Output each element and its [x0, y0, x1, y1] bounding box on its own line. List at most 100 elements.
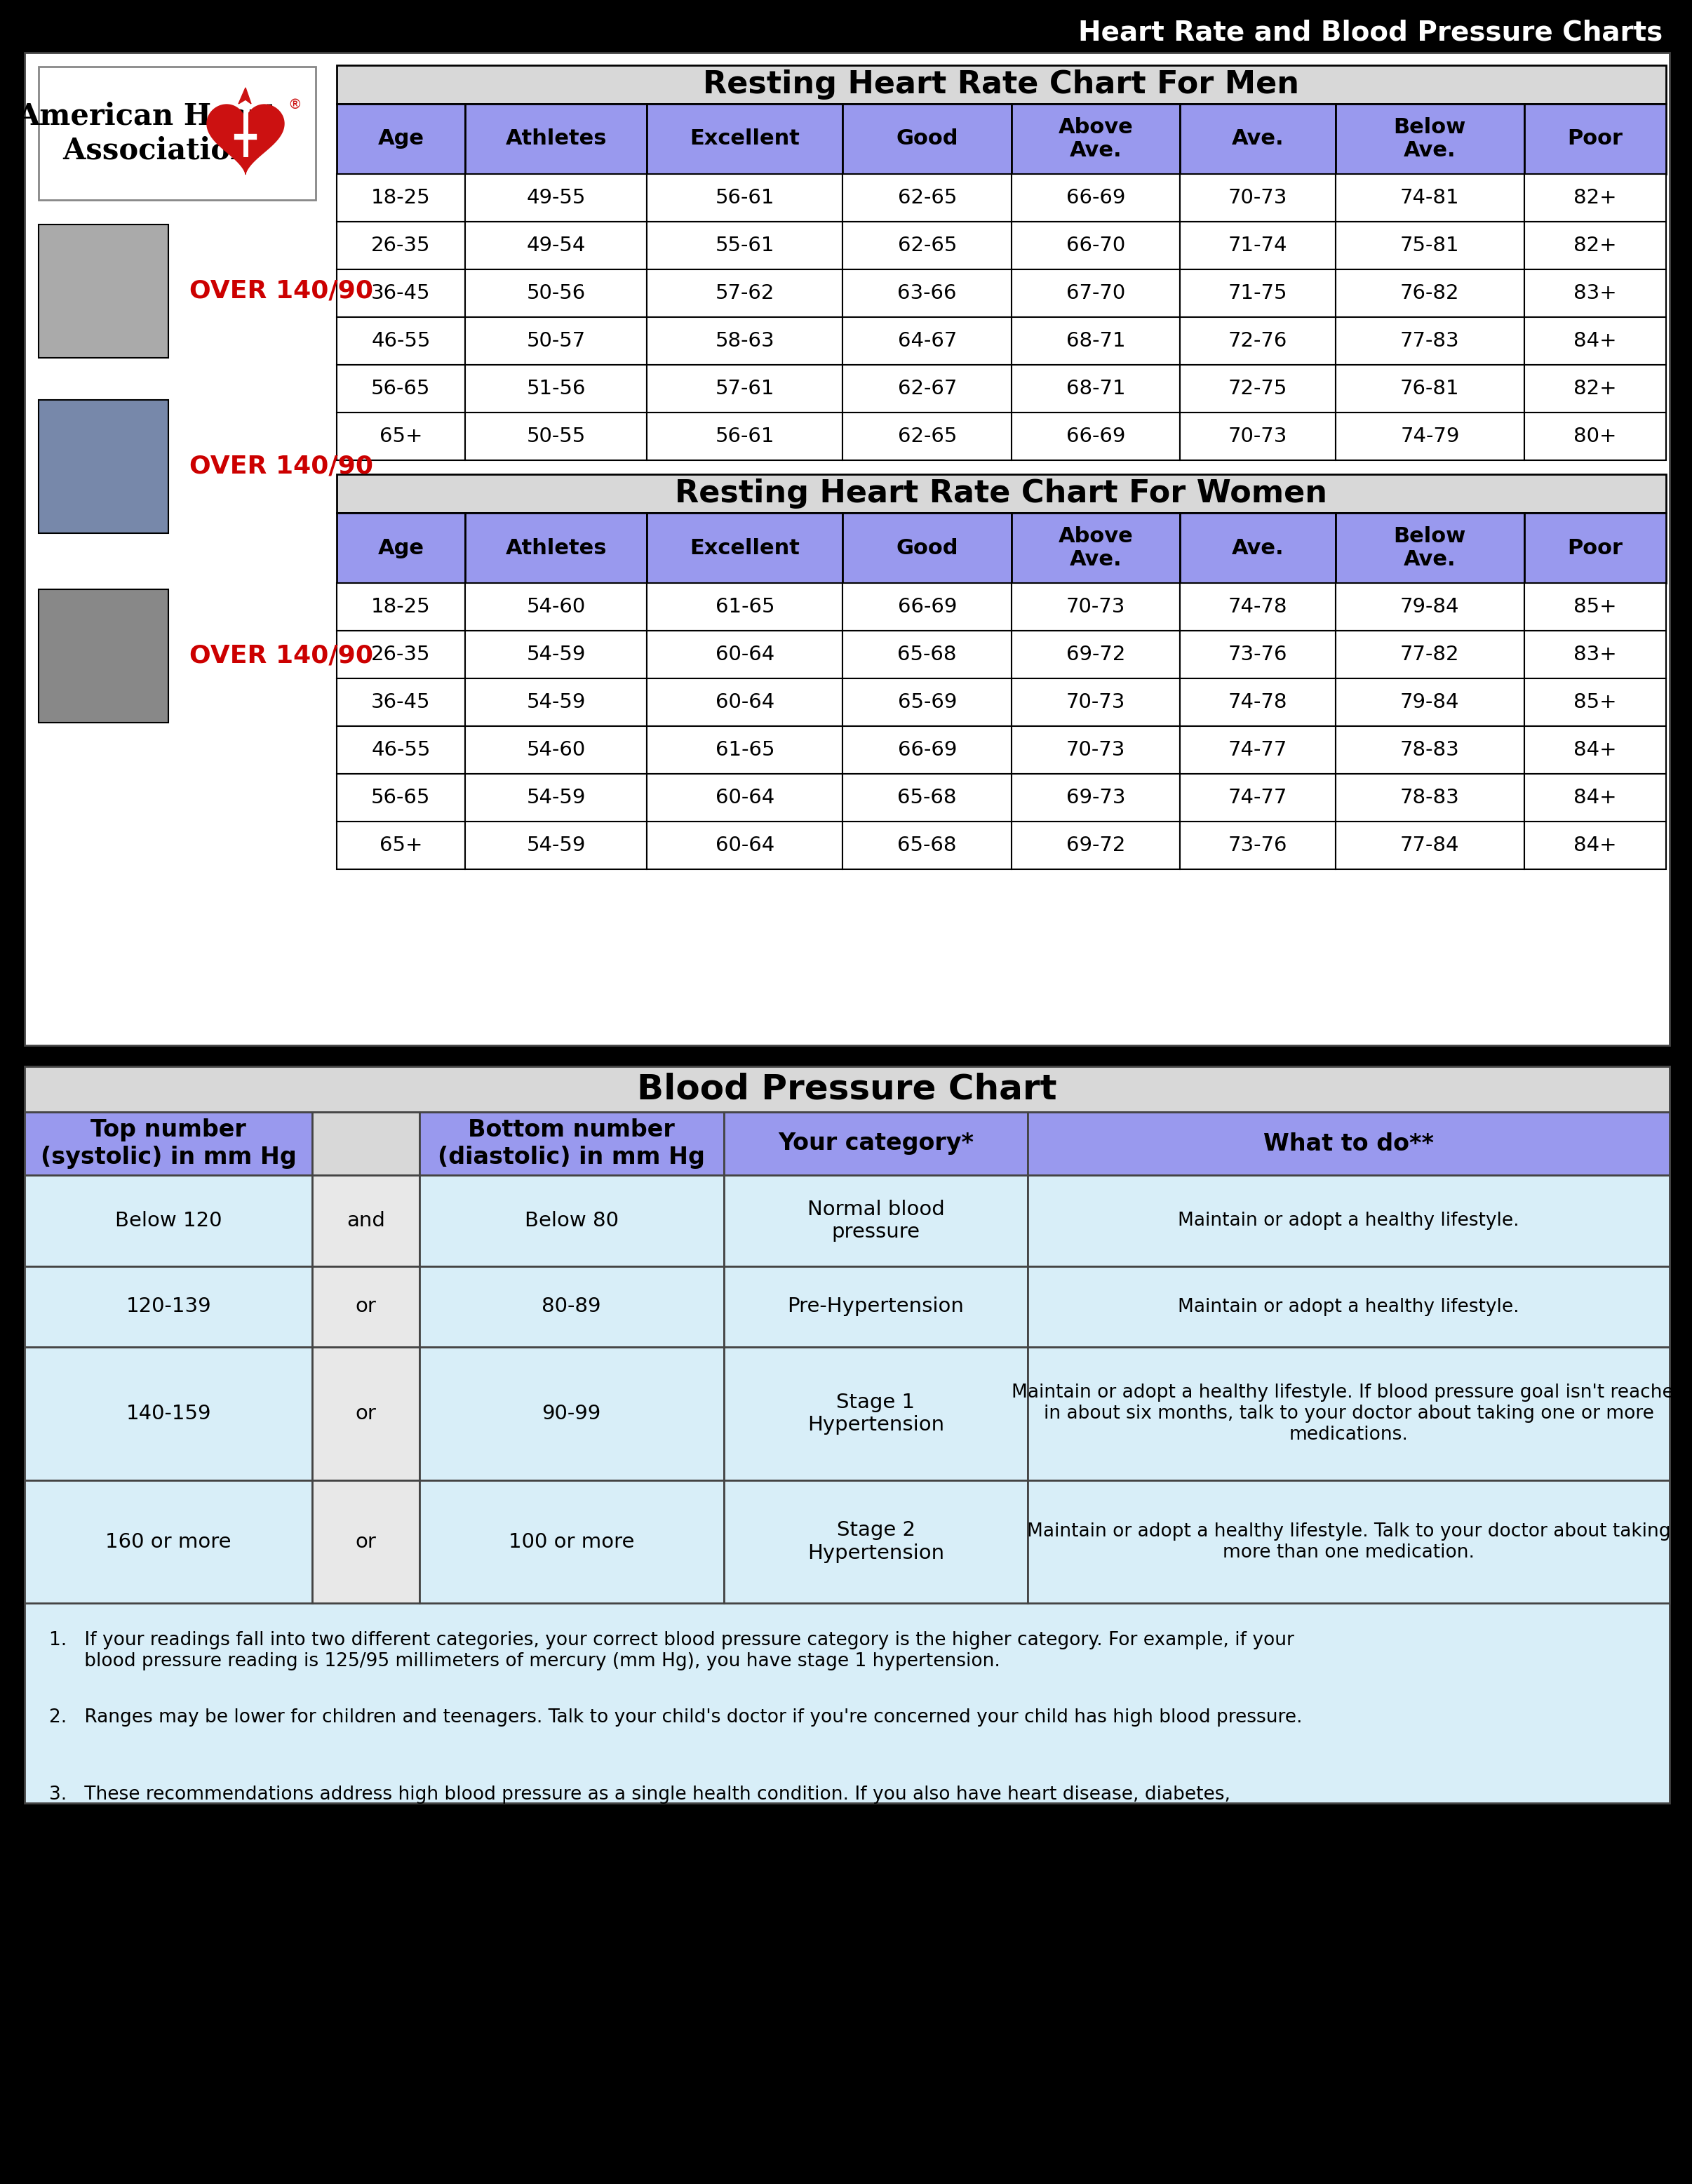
FancyBboxPatch shape [646, 175, 843, 223]
FancyBboxPatch shape [646, 821, 843, 869]
Text: 120-139: 120-139 [125, 1297, 212, 1317]
FancyBboxPatch shape [25, 1481, 313, 1603]
FancyBboxPatch shape [465, 365, 646, 413]
Text: OVER 140/90: OVER 140/90 [190, 280, 374, 304]
Text: 56-65: 56-65 [371, 788, 430, 808]
Text: 84+: 84+ [1574, 788, 1618, 808]
Text: 79-84: 79-84 [1401, 692, 1460, 712]
FancyBboxPatch shape [1335, 317, 1524, 365]
Text: 100 or more: 100 or more [509, 1531, 634, 1551]
Text: Above
Ave.: Above Ave. [1059, 118, 1134, 162]
Text: 64-67: 64-67 [897, 332, 956, 352]
Text: 83+: 83+ [1574, 644, 1618, 664]
FancyBboxPatch shape [25, 52, 1670, 1046]
Text: 66-69: 66-69 [1066, 426, 1125, 446]
Text: 58-63: 58-63 [716, 332, 775, 352]
FancyBboxPatch shape [1012, 365, 1181, 413]
Text: 49-54: 49-54 [526, 236, 585, 256]
FancyBboxPatch shape [1181, 365, 1335, 413]
Text: 74-78: 74-78 [1228, 596, 1288, 616]
Text: 77-82: 77-82 [1401, 644, 1460, 664]
FancyBboxPatch shape [1029, 1348, 1670, 1481]
FancyBboxPatch shape [1335, 725, 1524, 773]
FancyBboxPatch shape [843, 223, 1012, 269]
FancyBboxPatch shape [843, 175, 1012, 223]
Text: 62-67: 62-67 [897, 378, 956, 397]
FancyBboxPatch shape [465, 725, 646, 773]
FancyBboxPatch shape [724, 1175, 1029, 1267]
FancyBboxPatch shape [420, 1112, 724, 1175]
Text: 54-60: 54-60 [526, 596, 585, 616]
Text: 63-66: 63-66 [897, 284, 956, 304]
Text: Your category*: Your category* [778, 1131, 973, 1155]
FancyBboxPatch shape [843, 105, 1012, 175]
FancyBboxPatch shape [1335, 773, 1524, 821]
Text: 83+: 83+ [1574, 284, 1618, 304]
FancyBboxPatch shape [1181, 725, 1335, 773]
FancyBboxPatch shape [1524, 317, 1667, 365]
FancyBboxPatch shape [337, 317, 465, 365]
Text: or: or [355, 1404, 376, 1424]
Text: Below
Ave.: Below Ave. [1394, 526, 1465, 570]
FancyBboxPatch shape [1524, 269, 1667, 317]
Text: 65+: 65+ [379, 836, 423, 856]
FancyBboxPatch shape [1524, 583, 1667, 631]
FancyBboxPatch shape [843, 317, 1012, 365]
FancyBboxPatch shape [843, 513, 1012, 583]
FancyBboxPatch shape [39, 68, 316, 201]
FancyBboxPatch shape [1012, 317, 1181, 365]
FancyBboxPatch shape [646, 725, 843, 773]
Text: 69-72: 69-72 [1066, 836, 1125, 856]
FancyBboxPatch shape [646, 223, 843, 269]
Text: 76-81: 76-81 [1401, 378, 1460, 397]
Text: 18-25: 18-25 [371, 188, 430, 207]
FancyBboxPatch shape [1012, 105, 1181, 175]
FancyBboxPatch shape [1335, 679, 1524, 725]
FancyBboxPatch shape [1335, 513, 1524, 583]
Text: 140-159: 140-159 [125, 1404, 212, 1424]
Text: Blood Pressure Chart: Blood Pressure Chart [638, 1072, 1058, 1105]
Text: 18-25: 18-25 [371, 596, 430, 616]
Text: 85+: 85+ [1574, 596, 1618, 616]
FancyBboxPatch shape [1181, 269, 1335, 317]
Text: 60-64: 60-64 [716, 692, 775, 712]
FancyBboxPatch shape [25, 1175, 313, 1267]
FancyBboxPatch shape [1335, 821, 1524, 869]
FancyBboxPatch shape [465, 175, 646, 223]
FancyBboxPatch shape [25, 1112, 313, 1175]
FancyBboxPatch shape [1181, 413, 1335, 461]
Text: American Heart
  Association: American Heart Association [17, 100, 277, 166]
FancyBboxPatch shape [1524, 631, 1667, 679]
FancyBboxPatch shape [1181, 105, 1335, 175]
FancyBboxPatch shape [1181, 583, 1335, 631]
Text: 54-59: 54-59 [526, 692, 585, 712]
FancyBboxPatch shape [420, 1267, 724, 1348]
Text: 54-59: 54-59 [526, 644, 585, 664]
FancyBboxPatch shape [337, 175, 465, 223]
FancyBboxPatch shape [843, 365, 1012, 413]
FancyBboxPatch shape [843, 679, 1012, 725]
FancyBboxPatch shape [465, 105, 646, 175]
Text: 56-65: 56-65 [371, 378, 430, 397]
FancyBboxPatch shape [337, 725, 465, 773]
FancyBboxPatch shape [1524, 223, 1667, 269]
Text: 67-70: 67-70 [1066, 284, 1125, 304]
Text: 75-81: 75-81 [1401, 236, 1460, 256]
Text: 69-73: 69-73 [1066, 788, 1125, 808]
Text: 61-65: 61-65 [716, 740, 775, 760]
FancyBboxPatch shape [1181, 223, 1335, 269]
FancyBboxPatch shape [1012, 413, 1181, 461]
Text: 69-72: 69-72 [1066, 644, 1125, 664]
FancyBboxPatch shape [1524, 821, 1667, 869]
FancyBboxPatch shape [843, 725, 1012, 773]
FancyBboxPatch shape [337, 513, 465, 583]
FancyBboxPatch shape [724, 1267, 1029, 1348]
Text: 72-75: 72-75 [1228, 378, 1288, 397]
FancyBboxPatch shape [1012, 269, 1181, 317]
FancyBboxPatch shape [420, 1481, 724, 1603]
Text: 60-64: 60-64 [716, 788, 775, 808]
Text: Stage 1
Hypertension: Stage 1 Hypertension [807, 1393, 944, 1435]
Text: Excellent: Excellent [690, 537, 800, 559]
FancyBboxPatch shape [465, 413, 646, 461]
FancyBboxPatch shape [1029, 1175, 1670, 1267]
